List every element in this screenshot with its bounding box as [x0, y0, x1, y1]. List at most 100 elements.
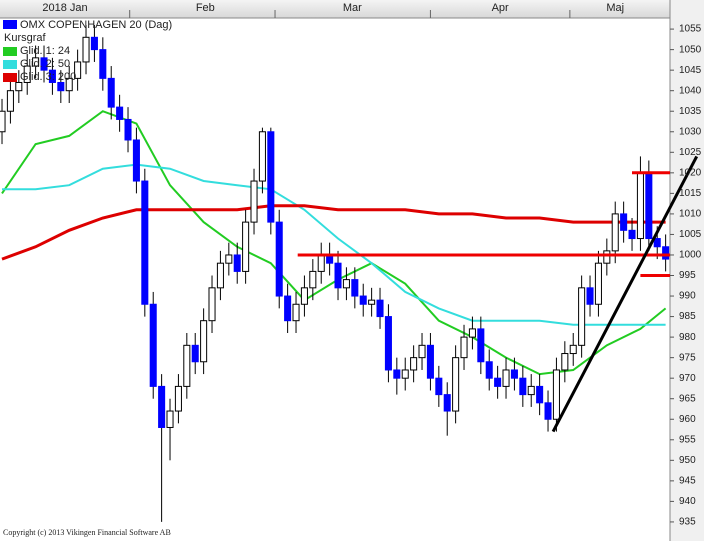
candle-body: [82, 36, 90, 63]
candle-body: [494, 377, 502, 387]
candle-body: [645, 172, 653, 240]
candle-body: [519, 377, 527, 396]
candle-body: [208, 287, 216, 322]
y-tick-label: 960: [679, 414, 696, 425]
candle-body: [32, 57, 40, 67]
candle-body: [258, 131, 266, 182]
y-tick-label: 965: [679, 393, 696, 404]
candle-body: [200, 320, 208, 363]
legend-swatch: [3, 20, 17, 29]
y-tick-label: 945: [679, 475, 696, 486]
x-tick-label: Maj: [606, 2, 624, 14]
candle-body: [225, 254, 233, 264]
x-tick-label: 2018 Jan: [42, 2, 87, 14]
legend-label: Kursgraf: [4, 32, 47, 44]
candle-body: [443, 394, 451, 412]
candle-body: [544, 402, 552, 420]
candle-body: [485, 361, 493, 379]
candle-body: [586, 287, 594, 305]
candle-body: [611, 213, 619, 252]
y-tick-label: 1045: [679, 65, 702, 76]
candle-body: [74, 61, 82, 79]
candle-body: [368, 299, 376, 305]
y-tick-label: 995: [679, 270, 696, 281]
plot: [0, 24, 699, 522]
y-tick-label: 940: [679, 496, 696, 507]
legend: OMX COPENHAGEN 20 (Dag) Kursgraf Glid. 1…: [3, 19, 172, 83]
y-tick-label: 1055: [679, 24, 702, 35]
candle-body: [57, 81, 65, 92]
copyright: Copyright (c) 2013 Vikingen Financial So…: [3, 528, 171, 537]
candle-body: [124, 118, 132, 141]
candle-body: [536, 385, 544, 404]
candle-body: [166, 410, 174, 428]
x-tick-label: Mar: [343, 2, 362, 14]
candle-body: [376, 299, 384, 318]
candle-body: [0, 110, 6, 133]
y-tick-label: 1020: [679, 167, 702, 178]
moving-average: [2, 163, 666, 326]
candle-body: [300, 287, 308, 305]
candle-body: [460, 336, 468, 359]
y-tick-label: 1005: [679, 229, 702, 240]
y-tick-label: 980: [679, 332, 696, 343]
candle-body: [401, 369, 409, 379]
candle-body: [628, 229, 636, 240]
y-tick-label: 1000: [679, 250, 702, 261]
candle-body: [149, 303, 157, 387]
candle-body: [384, 316, 392, 371]
candle-body: [158, 385, 166, 428]
candle-body: [561, 353, 569, 371]
candle-body: [418, 344, 426, 359]
candle-body: [216, 262, 224, 289]
candle-body: [40, 57, 48, 71]
candle-body: [569, 344, 577, 355]
candle-body: [174, 385, 182, 412]
candle-body: [116, 106, 124, 120]
y-tick-label: 955: [679, 434, 696, 445]
candle-body: [662, 246, 670, 260]
candle-body: [527, 385, 535, 396]
candle-body: [393, 369, 401, 379]
candle-body: [653, 238, 661, 248]
candle-body: [510, 369, 518, 379]
moving-average: [1, 204, 666, 261]
candle-body: [242, 221, 250, 272]
x-tick-label: Feb: [196, 2, 215, 14]
candle-body: [334, 262, 342, 289]
y-tick-label: 935: [679, 517, 696, 528]
candle-body: [636, 172, 644, 240]
candle-body: [552, 369, 560, 420]
candle-body: [90, 36, 98, 51]
candle-body: [620, 213, 628, 231]
candle-body: [233, 254, 241, 272]
candle-body: [250, 180, 258, 223]
candle-body: [65, 77, 73, 92]
y-tick-label: 1025: [679, 147, 702, 158]
candle-body: [426, 344, 434, 379]
chart-title: OMX COPENHAGEN 20 (Dag): [20, 19, 172, 31]
candle-body: [594, 262, 602, 305]
candle-body: [48, 69, 56, 83]
y-tick-label: 1030: [679, 126, 702, 137]
legend-swatch: [3, 47, 17, 56]
candle-body: [191, 344, 199, 363]
y-tick-label: 1015: [679, 188, 702, 199]
y-tick-label: 1010: [679, 209, 702, 220]
candle-body: [351, 279, 359, 297]
candle-body: [267, 131, 275, 223]
candle-body: [284, 295, 292, 322]
x-tick-label: Apr: [492, 2, 509, 14]
y-tick-label: 1050: [679, 44, 702, 55]
y-tick-label: 970: [679, 373, 696, 384]
y-tick-label: 975: [679, 352, 696, 363]
legend-swatch: [3, 73, 17, 82]
y-axis-panel: [670, 0, 704, 541]
candle-body: [468, 328, 476, 338]
candle-body: [15, 81, 23, 92]
candle-body: [435, 377, 443, 396]
candle-body: [107, 77, 115, 108]
legend-label: Glid. 3: 200: [20, 71, 76, 83]
candle-body: [292, 303, 300, 322]
